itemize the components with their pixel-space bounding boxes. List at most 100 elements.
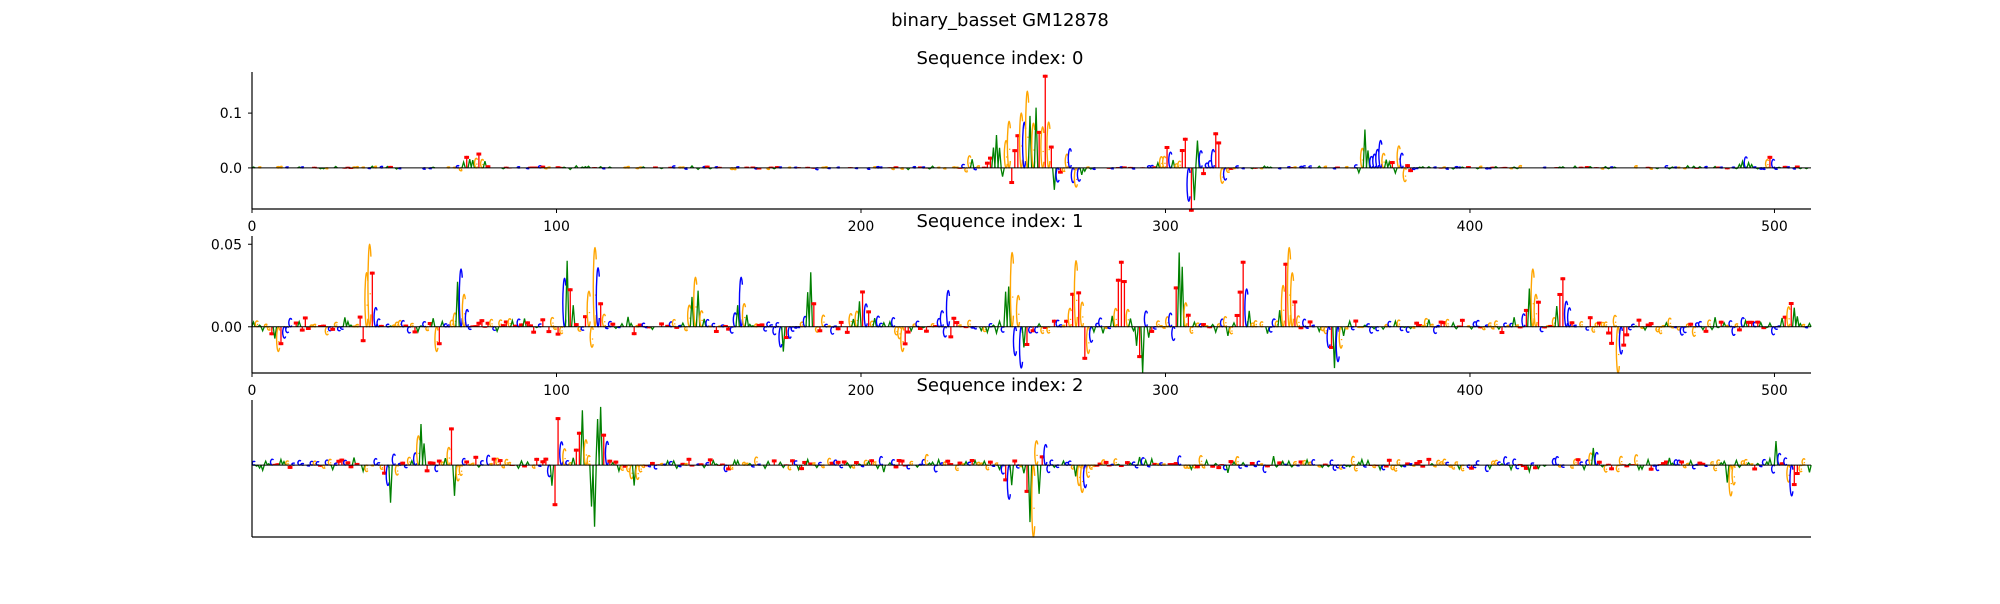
base-mark (951, 316, 957, 327)
base-mark (607, 459, 613, 466)
base-mark (1621, 326, 1627, 347)
base-mark (1341, 326, 1346, 337)
base-mark (288, 317, 293, 328)
panel-sequence-2: Sequence index: 2 (251, 375, 1812, 538)
base-mark (1280, 459, 1285, 466)
base-mark (425, 326, 430, 332)
x-tick-label: 300 (1152, 219, 1179, 235)
base-mark (1195, 465, 1200, 469)
base-mark (1237, 290, 1243, 327)
base-mark (1667, 457, 1672, 466)
base-mark (598, 302, 604, 327)
base-mark (1012, 459, 1018, 466)
base-mark (1697, 320, 1703, 328)
base-mark (1134, 326, 1139, 346)
base-mark (528, 324, 534, 327)
base-mark (470, 325, 476, 327)
base-mark (917, 326, 923, 330)
base-mark (997, 147, 1002, 168)
base-mark (964, 167, 969, 173)
base-mark (1475, 319, 1480, 328)
base-mark (318, 325, 323, 327)
base-mark (1645, 323, 1651, 327)
base-mark (1791, 307, 1797, 327)
base-mark (570, 305, 576, 327)
base-mark (1067, 307, 1072, 328)
base-mark (1658, 326, 1663, 335)
base-mark (330, 464, 335, 472)
base-mark (1569, 321, 1575, 327)
base-mark (1773, 441, 1779, 466)
base-mark (1143, 310, 1149, 328)
base-mark (345, 166, 351, 168)
base-mark (586, 454, 591, 466)
base-mark (1387, 320, 1392, 328)
base-mark (1265, 465, 1270, 468)
base-mark (1478, 326, 1484, 329)
base-mark (684, 326, 689, 332)
base-mark (430, 318, 436, 327)
base-mark (704, 165, 710, 168)
base-mark (1015, 134, 1021, 168)
base-mark (278, 326, 284, 346)
base-mark (1721, 459, 1727, 466)
base-mark (1167, 463, 1173, 466)
base-mark (1703, 326, 1709, 333)
base-mark (1121, 166, 1127, 168)
base-mark (1663, 460, 1669, 466)
base-mark (559, 441, 564, 466)
base-mark (1033, 107, 1039, 168)
base-mark (1405, 164, 1410, 168)
base-mark (510, 318, 515, 327)
base-mark (1177, 455, 1182, 466)
base-mark (1648, 465, 1654, 471)
base-mark (1058, 167, 1063, 174)
base-mark (1642, 326, 1648, 332)
base-mark (924, 326, 929, 333)
base-mark (1798, 322, 1803, 328)
base-mark (1171, 326, 1176, 342)
base-mark (1296, 315, 1301, 328)
base-mark (1335, 166, 1340, 168)
base-mark (1596, 321, 1602, 327)
base-mark (473, 325, 479, 327)
base-mark (434, 464, 439, 473)
base-mark (1487, 464, 1493, 471)
base-mark (1213, 326, 1219, 335)
base-mark (1450, 321, 1456, 328)
base-mark (1031, 464, 1036, 538)
base-mark (845, 461, 850, 466)
base-mark (674, 464, 680, 470)
base-mark (1353, 464, 1359, 472)
base-mark (412, 326, 418, 334)
base-mark (1746, 461, 1751, 466)
base-mark (455, 464, 460, 482)
base-mark (473, 157, 479, 169)
base-mark (449, 427, 454, 466)
base-mark (1375, 326, 1380, 332)
base-mark (1691, 464, 1696, 470)
base-mark (586, 165, 591, 169)
base-mark (1520, 465, 1526, 468)
base-mark (793, 460, 798, 466)
base-mark (985, 326, 990, 335)
base-mark (1603, 464, 1608, 473)
base-mark (1755, 462, 1760, 466)
base-mark (967, 319, 972, 328)
base-mark (1728, 464, 1733, 497)
base-mark (1670, 462, 1675, 466)
base-mark (1728, 320, 1733, 328)
base-mark (427, 322, 433, 327)
base-mark (564, 260, 570, 327)
base-mark (637, 323, 643, 327)
base-mark (774, 166, 780, 168)
base-mark (1782, 315, 1788, 327)
base-mark (436, 326, 442, 346)
base-mark (1688, 458, 1694, 466)
base-mark (857, 301, 862, 327)
base-mark (893, 465, 899, 469)
base-mark (1195, 140, 1200, 168)
base-mark (601, 433, 607, 466)
base-mark (808, 462, 814, 466)
base-mark (418, 423, 424, 466)
